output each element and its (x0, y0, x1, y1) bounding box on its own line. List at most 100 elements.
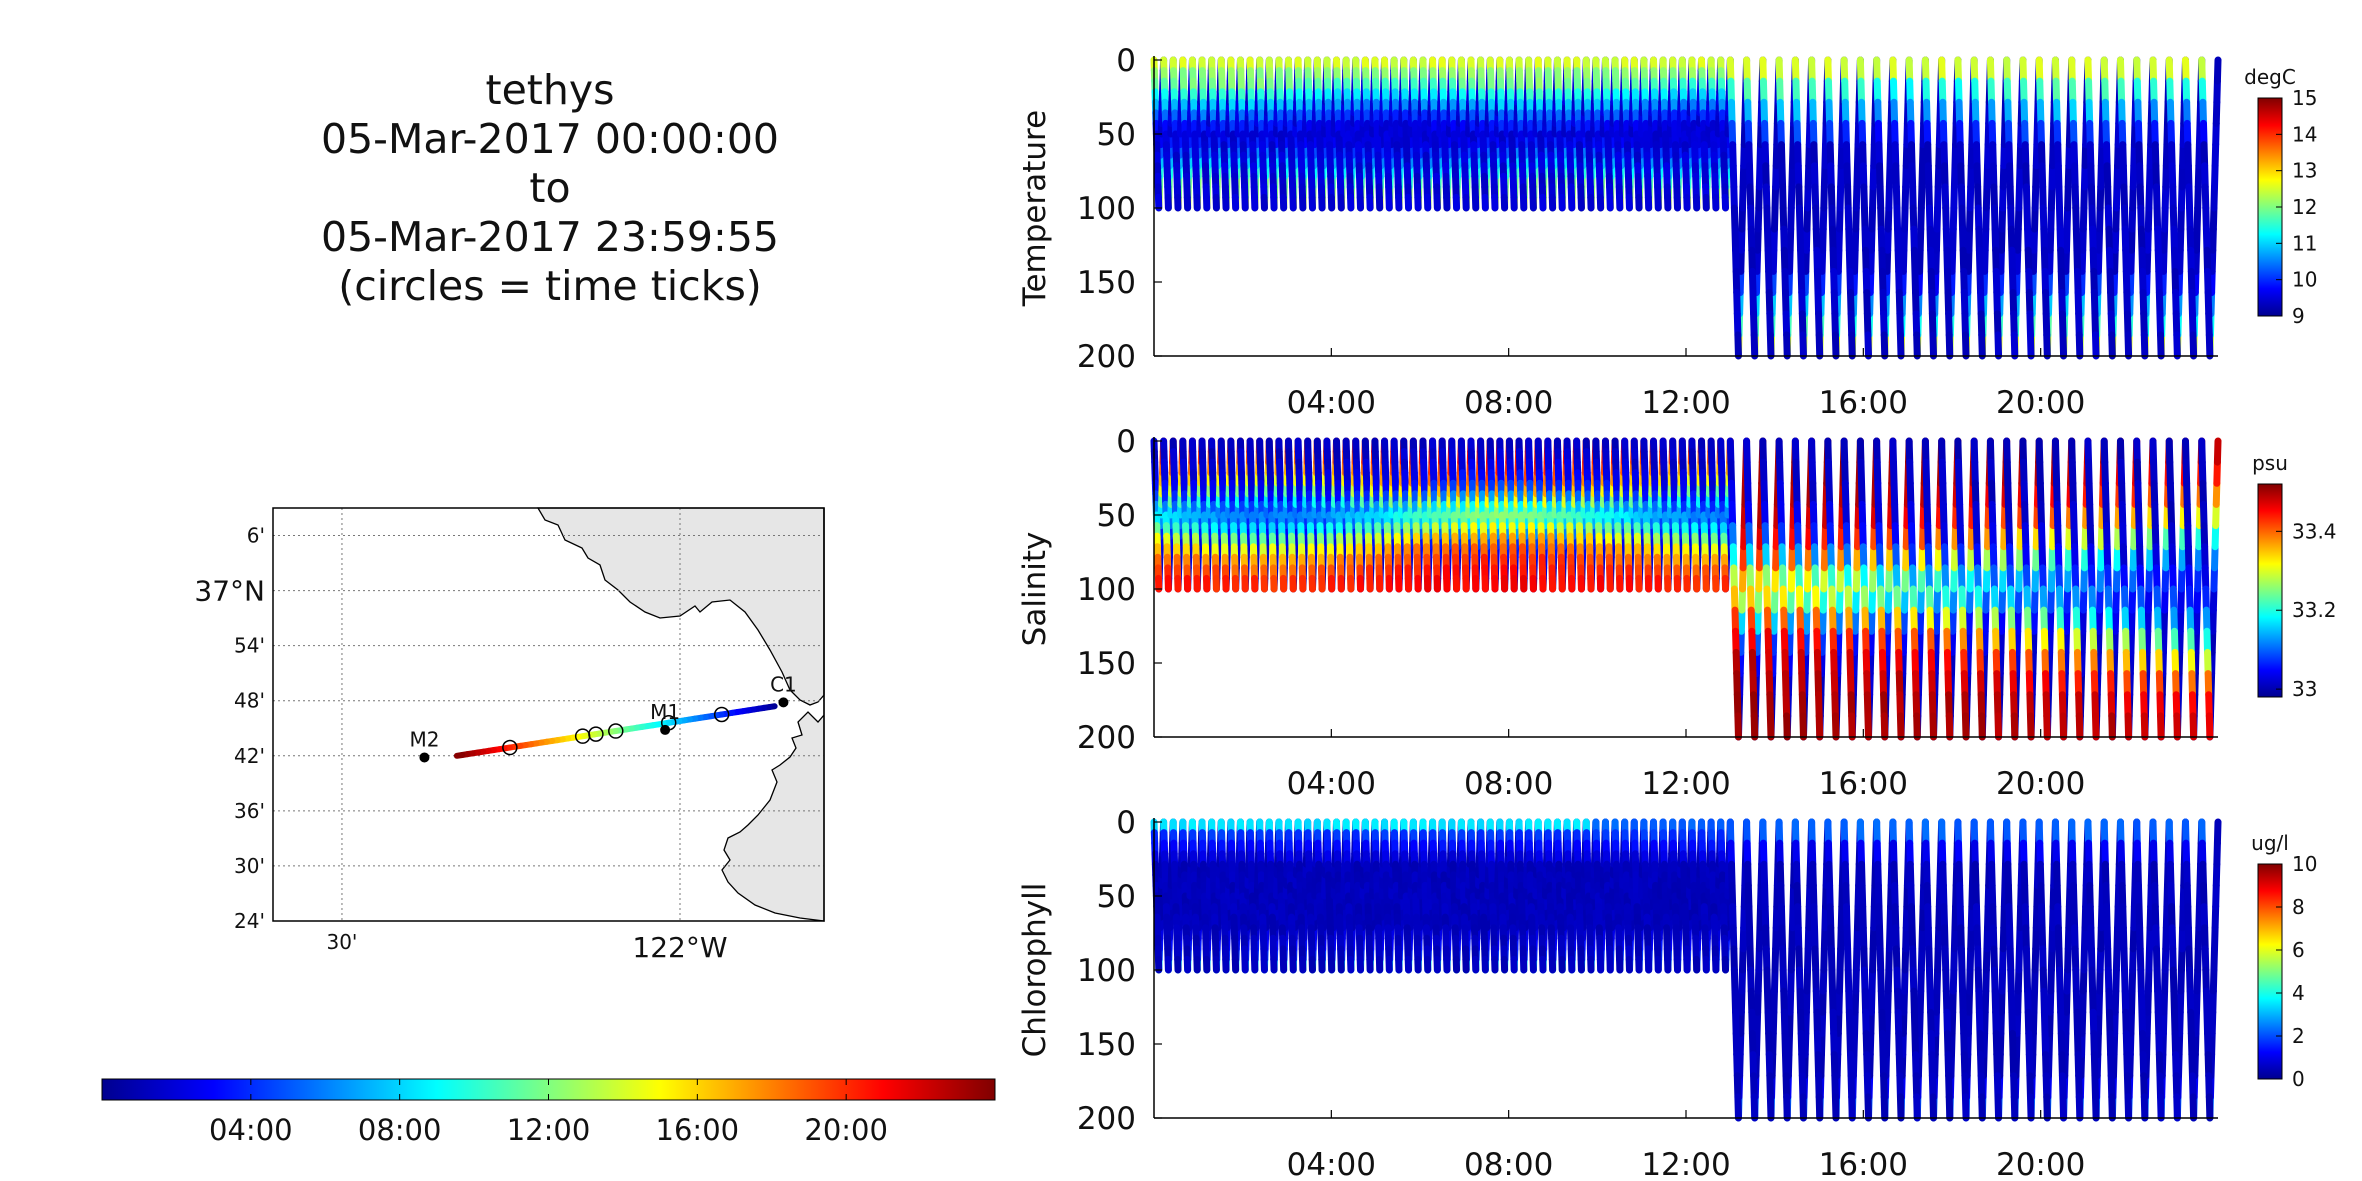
profile-climb (1918, 162, 1926, 191)
profile-dive (1793, 119, 1802, 149)
profile-climb (1900, 225, 1908, 254)
profile-climb (1740, 141, 1748, 170)
title-line-2: 05-Mar-2017 00:00:00 (320, 115, 779, 163)
profile-dive (2124, 331, 2133, 360)
profile-dive (1777, 119, 1785, 149)
profile-climb (1772, 141, 1781, 170)
land-south (721, 508, 825, 922)
profile-climb (1770, 204, 1779, 233)
profile-dive (1734, 712, 1742, 741)
profile-climb (1818, 246, 1827, 275)
profile-dive (1808, 77, 1817, 106)
profile-climb (1836, 183, 1845, 212)
profile-dive (1812, 204, 1820, 233)
profile-dive (1798, 289, 1806, 318)
profile-dive (2140, 331, 2149, 360)
profile-dive (1880, 712, 1889, 741)
profile-climb (1804, 162, 1813, 191)
profile-climb (1788, 162, 1796, 191)
profile-dive (1799, 331, 1807, 360)
profile-dive (1826, 119, 1834, 149)
profile-dive (1775, 56, 1784, 85)
profile-dive (1862, 246, 1870, 275)
profile-climb (1932, 225, 1941, 254)
map-lon-label: 122°W (632, 931, 727, 964)
profile-climb (1752, 267, 1761, 297)
profile-dive (1907, 119, 1915, 149)
map-lat-label: 37°N (194, 575, 265, 608)
y-tick-label: 50 (1097, 117, 1136, 153)
profile-dive (1891, 141, 1900, 170)
profile-climb (1819, 204, 1828, 233)
profile-dive (1748, 246, 1756, 275)
profile-dive (1791, 56, 1800, 85)
profile-climb (1869, 162, 1878, 191)
profile-dive (1843, 162, 1852, 191)
profile-dive (1811, 183, 1820, 212)
profile-dive (2075, 331, 2084, 360)
figure-title: tethys 05-Mar-2017 00:00:00 to 05-Mar-20… (170, 66, 930, 311)
profile-dive (1880, 310, 1888, 339)
profile-dive (1780, 246, 1789, 275)
profile-climb (1754, 225, 1762, 254)
profile-dive (1747, 204, 1755, 233)
profile-dive (1878, 267, 1887, 297)
profile-climb (1754, 204, 1763, 233)
profile-dive (1893, 204, 1902, 233)
profile-dive (1879, 289, 1888, 318)
profile-climb (1756, 141, 1765, 170)
profile-climb (1901, 204, 1909, 233)
profile-climb (1851, 225, 1860, 254)
profile-dive (2010, 331, 2019, 360)
profile-dive (1908, 162, 1917, 191)
profile-dive (1913, 712, 1921, 741)
profile-dive (1929, 331, 1938, 360)
profile-climb (1755, 183, 1763, 212)
profile-dive (1730, 183, 1738, 212)
profile-climb (1771, 183, 1780, 212)
y-tick-label: 0 (1116, 43, 1136, 79)
profile-dive (1750, 310, 1758, 339)
x-tick-label: 12:00 (1641, 385, 1730, 421)
profile-dive (1812, 225, 1821, 254)
profile-climb (1837, 162, 1845, 191)
track-segment (453, 751, 466, 759)
profile-dive (1938, 77, 1947, 106)
profile-dive (1848, 712, 1856, 741)
profile-climb (1769, 246, 1778, 275)
profile-dive (1906, 77, 1914, 106)
profile-dive (1862, 267, 1871, 297)
profile-dive (1994, 712, 2003, 741)
profile-climb (1931, 267, 1940, 297)
profile-climb (1789, 119, 1798, 149)
profile-dive (1732, 246, 1740, 275)
profile-dive (2092, 331, 2100, 360)
profile-climb (1787, 204, 1795, 233)
profile-dive (1750, 712, 1759, 741)
profile-climb (1736, 267, 1745, 297)
profile-climb (1918, 141, 1927, 170)
profile-dive (1779, 183, 1787, 212)
profile-dive (1795, 183, 1803, 212)
section-panel-temperature: 0 50 100 150 200 04:00 08:00 12:00 16:00 20:00 Tem… (1017, 43, 2317, 421)
profile-dive (1811, 162, 1819, 191)
profile-dive (1896, 310, 1904, 339)
colorbar-tick-label: 11 (2292, 231, 2317, 255)
profile-climb (1870, 119, 1879, 149)
profile-climb (1851, 246, 1859, 275)
map-lat-label: 36' (234, 799, 265, 823)
profile-dive (1847, 310, 1856, 339)
profile-dive (1760, 98, 1769, 127)
map-lat-label: 6' (247, 524, 265, 548)
colorbar-tick-label: 12 (2292, 195, 2317, 219)
profile-climb (1805, 119, 1814, 149)
profile-dive (2173, 331, 2181, 360)
profile-climb (1738, 204, 1747, 233)
profile-dive (1858, 98, 1866, 127)
profile-dive (1894, 225, 1902, 254)
land-north (536, 507, 825, 706)
profile-dive (1796, 225, 1805, 254)
profile-dive (1847, 289, 1855, 318)
profile-dive (1778, 162, 1787, 191)
profile-points (1150, 437, 2222, 741)
